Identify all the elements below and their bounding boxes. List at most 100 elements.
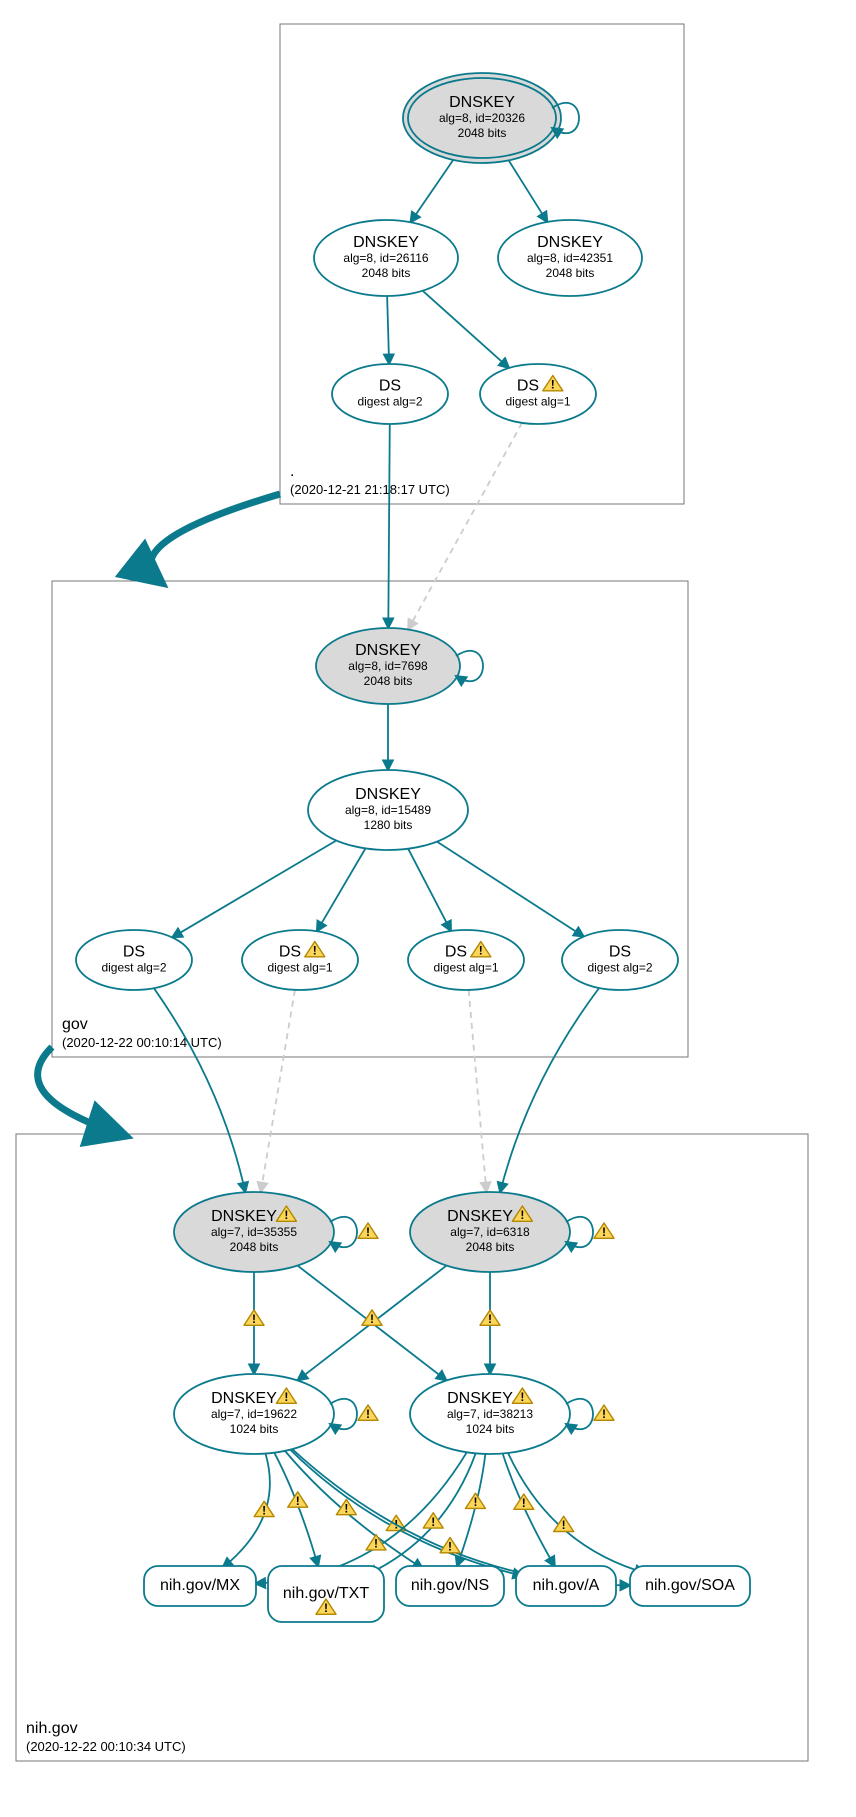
svg-text:!: ! [370, 1312, 374, 1326]
edge [469, 990, 487, 1192]
gov-ds1-label: DS [123, 944, 145, 961]
nih-k1: DNSKEYalg=7, id=353552048 bits [174, 1192, 334, 1272]
svg-text:!: ! [479, 944, 483, 958]
nih-k2-label: alg=7, id=6318 [450, 1225, 530, 1239]
svg-text:!: ! [602, 1407, 606, 1421]
edge [261, 990, 295, 1192]
svg-text:!: ! [313, 944, 317, 958]
gov-zsk: DNSKEYalg=8, id=154891280 bits [308, 770, 468, 850]
zone-gov-label: (2020-12-22 00:10:14 UTC) [62, 1035, 222, 1050]
svg-text:!: ! [324, 1601, 328, 1615]
edge [457, 1454, 485, 1566]
gov-ds3: DSdigest alg=1 [408, 930, 524, 990]
gov-ksk: DNSKEYalg=8, id=76982048 bits [316, 628, 460, 704]
edge [387, 296, 389, 364]
root-k1-label: 2048 bits [362, 266, 411, 280]
root-ds2: DSdigest alg=1 [480, 364, 596, 424]
edge [388, 424, 390, 628]
nih-k2-label: 2048 bits [466, 1240, 515, 1254]
gov-ds1: DSdigest alg=2 [76, 930, 192, 990]
svg-text:!: ! [366, 1225, 370, 1239]
rr-mx-label: nih.gov/MX [160, 1577, 240, 1594]
svg-text:!: ! [520, 1390, 524, 1404]
gov-ds4-label: digest alg=2 [587, 961, 652, 975]
svg-text:!: ! [366, 1407, 370, 1421]
svg-text:!: ! [562, 1518, 566, 1532]
root-k2-label: alg=8, id=42351 [527, 251, 613, 265]
gov-zsk-label: 1280 bits [364, 818, 413, 832]
svg-text:!: ! [448, 1540, 452, 1554]
rr-a: nih.gov/A [516, 1566, 616, 1606]
rr-ns: nih.gov/NS [396, 1566, 504, 1606]
svg-text:!: ! [551, 378, 555, 392]
svg-text:!: ! [602, 1225, 606, 1239]
zone-nih-label: nih.gov [26, 1720, 78, 1737]
root-ds1-label: DS [379, 378, 401, 395]
gov-ds2-label: DS [279, 944, 301, 961]
edge [317, 848, 366, 931]
rr-mx: nih.gov/MX [144, 1566, 256, 1606]
nih-z2-label: DNSKEY [447, 1390, 513, 1407]
svg-text:!: ! [473, 1495, 477, 1509]
root-ds2-label: DS [517, 378, 539, 395]
zone-root-label: (2020-12-21 21:18:17 UTC) [290, 482, 450, 497]
zone-delegation-arrow [38, 1047, 126, 1136]
gov-ds2-label: digest alg=1 [267, 961, 332, 975]
svg-text:!: ! [262, 1503, 266, 1517]
nih-z2: DNSKEYalg=7, id=382131024 bits [410, 1374, 570, 1454]
root-k1-label: DNSKEY [353, 234, 419, 251]
svg-text:!: ! [284, 1390, 288, 1404]
root-k2-label: DNSKEY [537, 234, 603, 251]
nih-k2: DNSKEYalg=7, id=63182048 bits [410, 1192, 570, 1272]
edge [408, 849, 451, 931]
svg-text:!: ! [284, 1208, 288, 1222]
gov-zsk-label: alg=8, id=15489 [345, 803, 431, 817]
svg-text:!: ! [522, 1496, 526, 1510]
gov-ds4-label: DS [609, 944, 631, 961]
gov-ksk-label: DNSKEY [355, 642, 421, 659]
svg-text:!: ! [296, 1494, 300, 1508]
root-ds2-label: digest alg=1 [505, 395, 570, 409]
rr-soa: nih.gov/SOA [630, 1566, 750, 1606]
rr-a-label: nih.gov/A [533, 1577, 600, 1594]
root-ds1: DSdigest alg=2 [332, 364, 448, 424]
nih-z1: DNSKEYalg=7, id=196221024 bits [174, 1374, 334, 1454]
gov-ksk-label: 2048 bits [364, 674, 413, 688]
gov-ds3-label: DS [445, 944, 467, 961]
nih-k1-label: alg=7, id=35355 [211, 1225, 297, 1239]
edge [508, 1453, 645, 1573]
dnssec-diagram: .(2020-12-21 21:18:17 UTC)gov(2020-12-22… [0, 0, 856, 1817]
gov-ds2: DSdigest alg=1 [242, 930, 358, 990]
rr-ns-label: nih.gov/NS [411, 1577, 489, 1594]
nih-z1-label: alg=7, id=19622 [211, 1407, 297, 1421]
zone-delegation-arrow [151, 494, 280, 583]
root-k1-label: alg=8, id=26116 [343, 251, 429, 265]
root-ksk-label: DNSKEY [449, 94, 515, 111]
zone-root-label: . [290, 463, 294, 480]
nih-z1-label: DNSKEY [211, 1390, 277, 1407]
rr-soa-label: nih.gov/SOA [645, 1577, 735, 1594]
svg-text:!: ! [520, 1208, 524, 1222]
gov-zsk-label: DNSKEY [355, 786, 421, 803]
edge [423, 291, 509, 368]
svg-text:!: ! [431, 1515, 435, 1529]
svg-text:!: ! [344, 1501, 348, 1515]
root-ksk-label: alg=8, id=20326 [439, 111, 525, 125]
svg-text:!: ! [488, 1312, 492, 1326]
gov-ds4: DSdigest alg=2 [562, 930, 678, 990]
root-k2-label: 2048 bits [546, 266, 595, 280]
edge [437, 842, 584, 937]
gov-ds3-label: digest alg=1 [433, 961, 498, 975]
root-ksk: DNSKEYalg=8, id=203262048 bits [403, 73, 561, 163]
gov-ksk-label: alg=8, id=7698 [348, 659, 428, 673]
edge [172, 841, 336, 938]
nih-k2-label: DNSKEY [447, 1208, 513, 1225]
edge [500, 988, 599, 1192]
nih-z2-label: 1024 bits [466, 1422, 515, 1436]
edge [408, 423, 522, 630]
nih-k1-label: DNSKEY [211, 1208, 277, 1225]
root-ds1-label: digest alg=2 [357, 395, 422, 409]
nih-z1-label: 1024 bits [230, 1422, 279, 1436]
svg-text:!: ! [252, 1312, 256, 1326]
root-ksk-label: 2048 bits [458, 126, 507, 140]
